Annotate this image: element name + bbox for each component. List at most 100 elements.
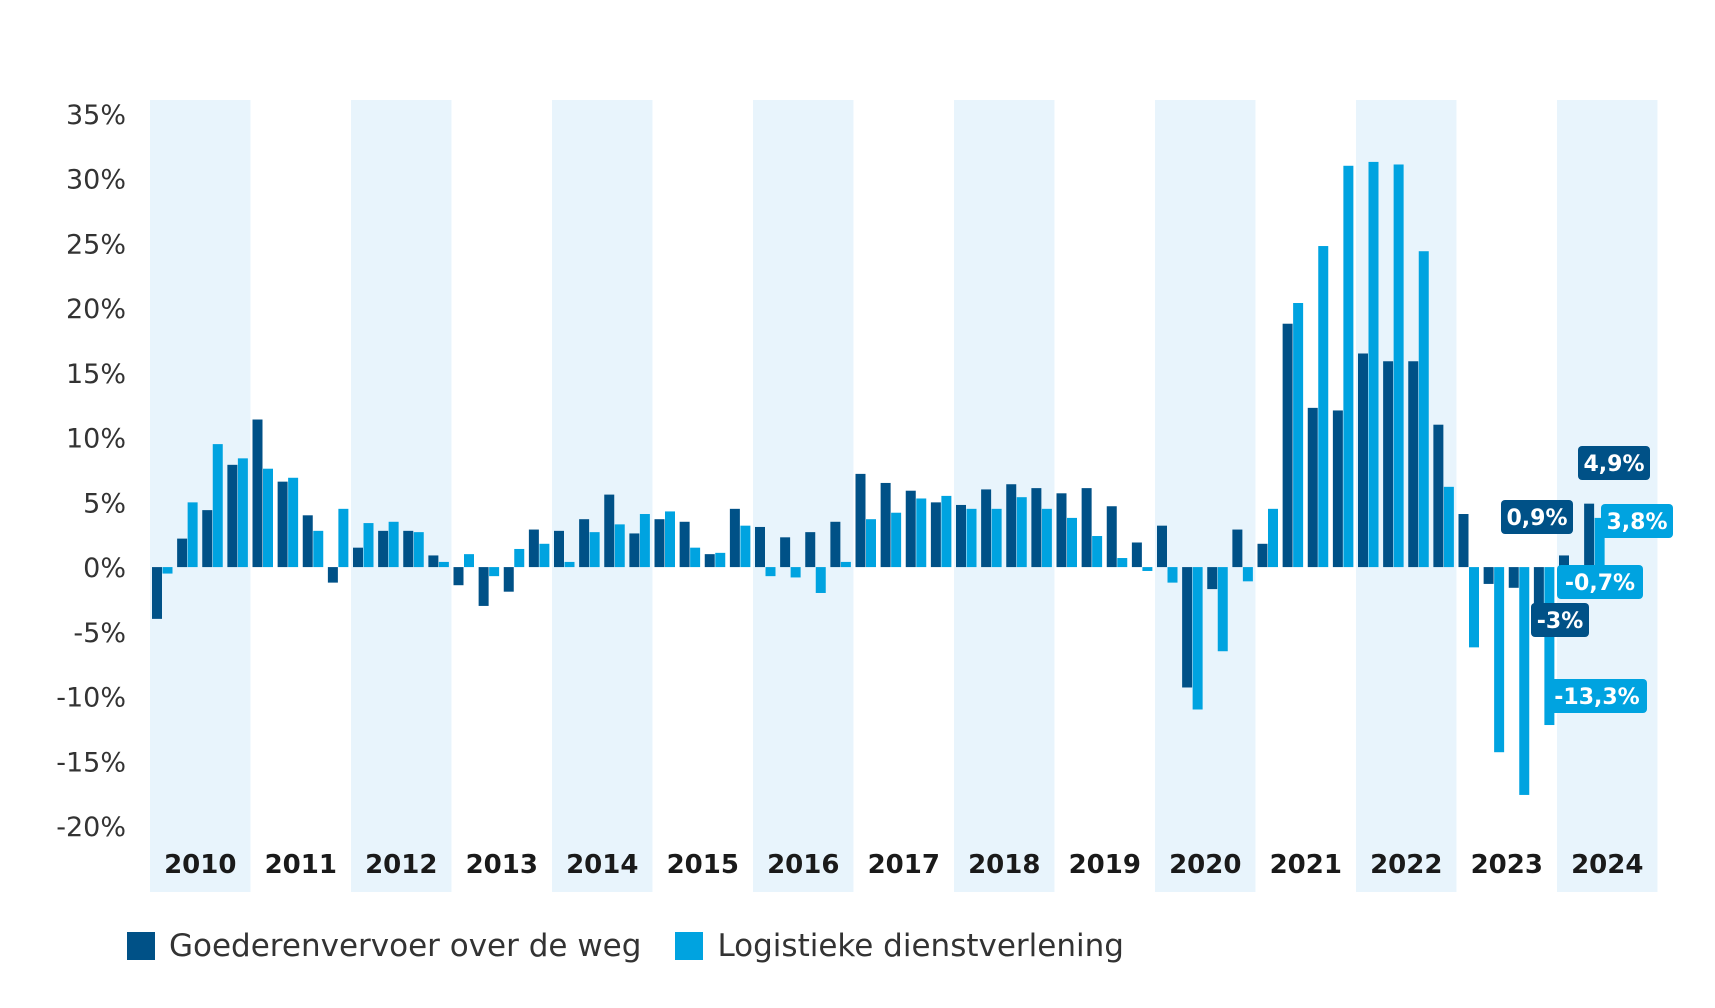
value-label-box	[1531, 603, 1589, 637]
bar-goederen	[1031, 488, 1042, 568]
bar-goederen	[152, 567, 162, 619]
bar-goederen	[654, 519, 665, 568]
bar-logistiek	[1167, 567, 1178, 583]
bar-logistiek	[966, 508, 977, 568]
bar-goederen	[528, 529, 539, 568]
y-tick-label: -5%	[73, 618, 126, 649]
bar-logistiek	[1594, 517, 1605, 568]
bar-logistiek	[313, 530, 324, 568]
legend-label-goederen: Goederenvervoer over de weg	[169, 928, 642, 964]
bar-logistiek	[413, 532, 424, 568]
bar-logistiek	[665, 511, 675, 568]
value-label: -13,3%	[1547, 679, 1647, 713]
value-label-box	[1547, 679, 1647, 713]
bar-goederen	[478, 567, 489, 606]
x-tick-label-2018: 2018	[968, 850, 1040, 880]
legend-swatch-logistiek	[675, 932, 704, 960]
bar-goederen	[1584, 503, 1595, 568]
x-axis: 2010 2011 2012 2013 2014 2015 2016 2017 2018 2019…	[164, 850, 1643, 880]
bar-logistiek	[715, 552, 726, 568]
bar-goederen	[1282, 323, 1293, 568]
bar-logistiek	[866, 519, 876, 568]
bar-goederen	[353, 547, 363, 568]
year-band-2020	[1155, 100, 1256, 892]
bar-goederen	[428, 555, 439, 568]
bar-goederen	[880, 482, 891, 568]
bar-logistiek	[765, 567, 776, 577]
bar-goederen	[1383, 361, 1394, 568]
bar-logistiek	[187, 502, 198, 568]
bar-goederen	[202, 510, 213, 568]
bar-goederen	[554, 530, 564, 568]
y-tick-label: 25%	[66, 229, 126, 260]
bar-goederen	[729, 508, 740, 568]
bar-logistiek	[363, 523, 374, 568]
bar-goederen	[1157, 525, 1167, 568]
bar-logistiek	[1217, 567, 1228, 652]
bar-goederen	[453, 567, 464, 586]
x-tick-label-2023: 2023	[1471, 850, 1543, 880]
y-tick-label: -15%	[56, 747, 126, 778]
x-tick-label-2020: 2020	[1169, 850, 1241, 880]
x-tick-label-2017: 2017	[868, 850, 940, 880]
bar-goederen	[805, 532, 816, 568]
bar-logistiek	[1418, 251, 1429, 568]
bar-logistiek	[514, 548, 525, 568]
bars	[152, 161, 1605, 795]
value-label-text: 3,8%	[1606, 510, 1667, 535]
bar-logistiek	[589, 532, 600, 568]
bar-logistiek	[1393, 164, 1404, 568]
bar-logistiek	[1092, 536, 1103, 568]
bar-logistiek	[916, 498, 927, 568]
bar-goederen	[679, 521, 690, 568]
year-band-2014	[552, 100, 653, 892]
legend: Goederenvervoer over de weg Logistieke d…	[127, 928, 1158, 964]
bar-logistiek	[162, 567, 173, 574]
value-label-text: 4,9%	[1583, 452, 1644, 477]
annotations: 4,9% 3,8% 0,9% -0,7% -3% -13,3%	[1501, 446, 1673, 713]
x-tick-label-2012: 2012	[365, 850, 437, 880]
year-bands	[150, 100, 1658, 892]
value-label-box	[1578, 446, 1650, 480]
bar-logistiek	[1494, 567, 1505, 753]
bar-goederen	[830, 521, 841, 568]
bar-logistiek	[740, 525, 751, 568]
bar-goederen	[1559, 555, 1569, 568]
bar-goederen	[1408, 361, 1419, 568]
bar-logistiek	[614, 524, 625, 568]
bar-goederen	[177, 538, 188, 568]
legend-label-logistiek: Logistieke dienstverlening	[717, 928, 1124, 964]
bar-goederen	[403, 530, 414, 568]
bar-logistiek	[1443, 486, 1454, 568]
value-label: 4,9%	[1578, 446, 1650, 480]
bar-goederen	[704, 554, 715, 568]
bar-goederen	[378, 530, 389, 568]
bar-goederen	[1106, 506, 1117, 568]
bar-logistiek	[1117, 558, 1128, 568]
value-label-text: -3%	[1537, 609, 1583, 634]
value-label-text: 0,9%	[1506, 506, 1567, 531]
bar-goederen	[1131, 542, 1142, 568]
bar-goederen	[604, 494, 615, 568]
value-label: -0,7%	[1557, 565, 1643, 599]
bar-logistiek	[639, 514, 650, 568]
bar-goederen	[1332, 410, 1343, 568]
bar-goederen	[1307, 407, 1318, 568]
bar-logistiek	[1469, 567, 1479, 648]
bar-logistiek	[564, 561, 575, 568]
bar-logistiek	[388, 521, 399, 568]
value-label: -3%	[1531, 603, 1589, 637]
value-label-text: -0,7%	[1565, 571, 1635, 596]
bar-goederen	[981, 489, 992, 568]
x-tick-label-2021: 2021	[1270, 850, 1342, 880]
bar-goederen	[629, 533, 640, 568]
bar-logistiek	[338, 508, 349, 568]
bar-goederen	[302, 515, 313, 568]
bar-logistiek	[1268, 508, 1278, 568]
bar-logistiek	[539, 543, 550, 568]
bar-logistiek	[790, 567, 801, 578]
bar-logistiek	[237, 458, 248, 568]
bar-logistiek	[464, 554, 474, 568]
bar-goederen	[755, 526, 765, 568]
